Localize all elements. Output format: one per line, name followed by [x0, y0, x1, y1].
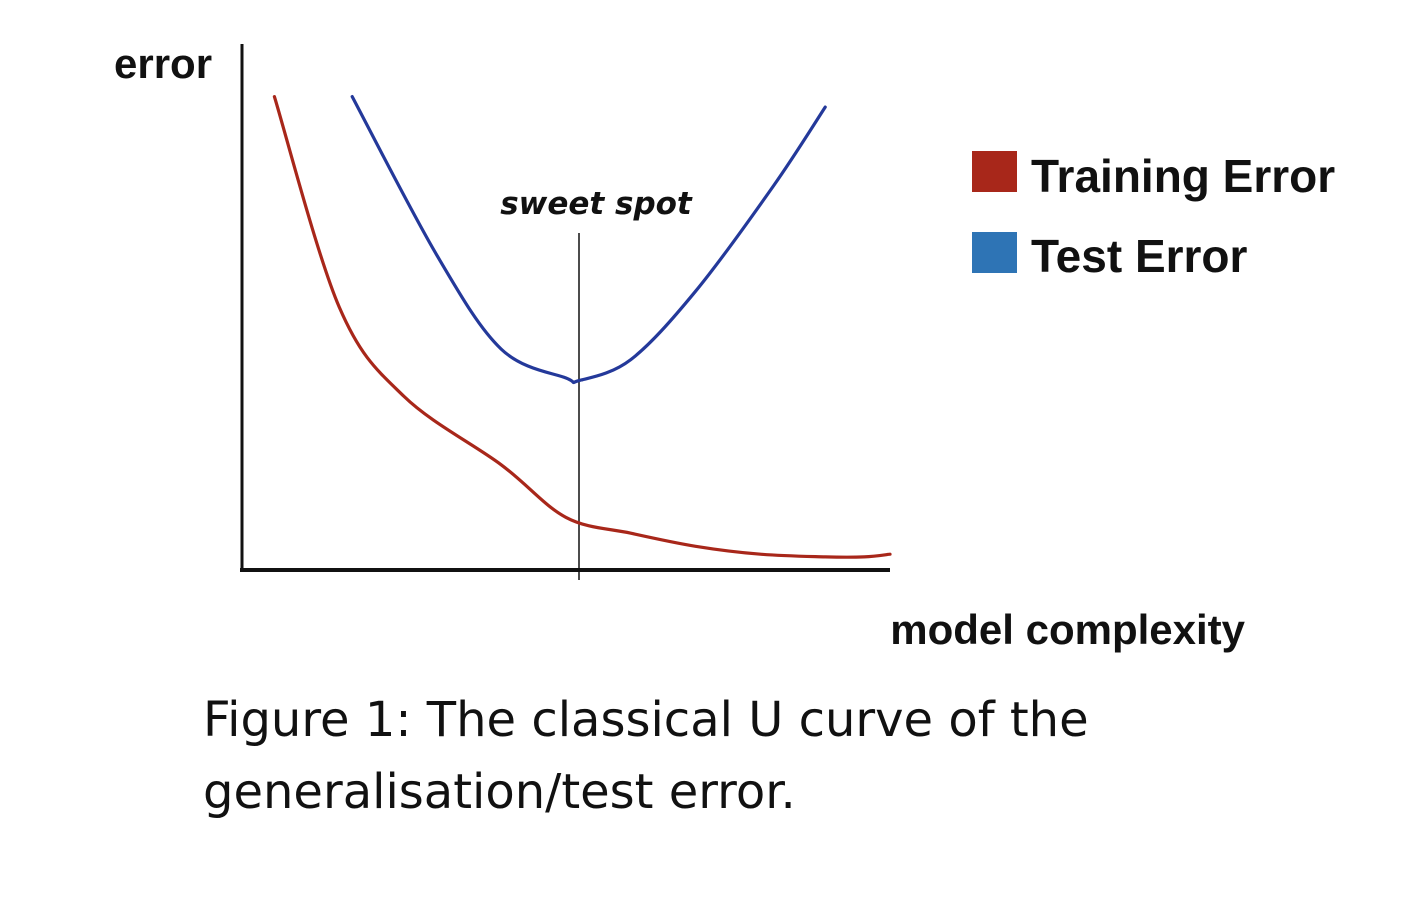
y-axis-title: error — [114, 40, 212, 87]
legend-swatch-training-error — [972, 151, 1017, 192]
legend: Training Error Test Error — [972, 150, 1335, 282]
x-axis-title: model complexity — [890, 606, 1245, 653]
figure-caption: Figure 1: The classical U curve of the g… — [203, 692, 1089, 820]
test-error-curve — [350, 95, 827, 385]
legend-swatch-test-error — [972, 232, 1017, 273]
sweet-spot-label: sweet spot — [500, 186, 693, 222]
training-error-curve — [272, 95, 892, 559]
u-curve-chart: error model complexity sweet spot Traini… — [114, 40, 1335, 653]
legend-label-test-error: Test Error — [1031, 230, 1248, 282]
legend-label-training-error: Training Error — [1031, 150, 1335, 202]
